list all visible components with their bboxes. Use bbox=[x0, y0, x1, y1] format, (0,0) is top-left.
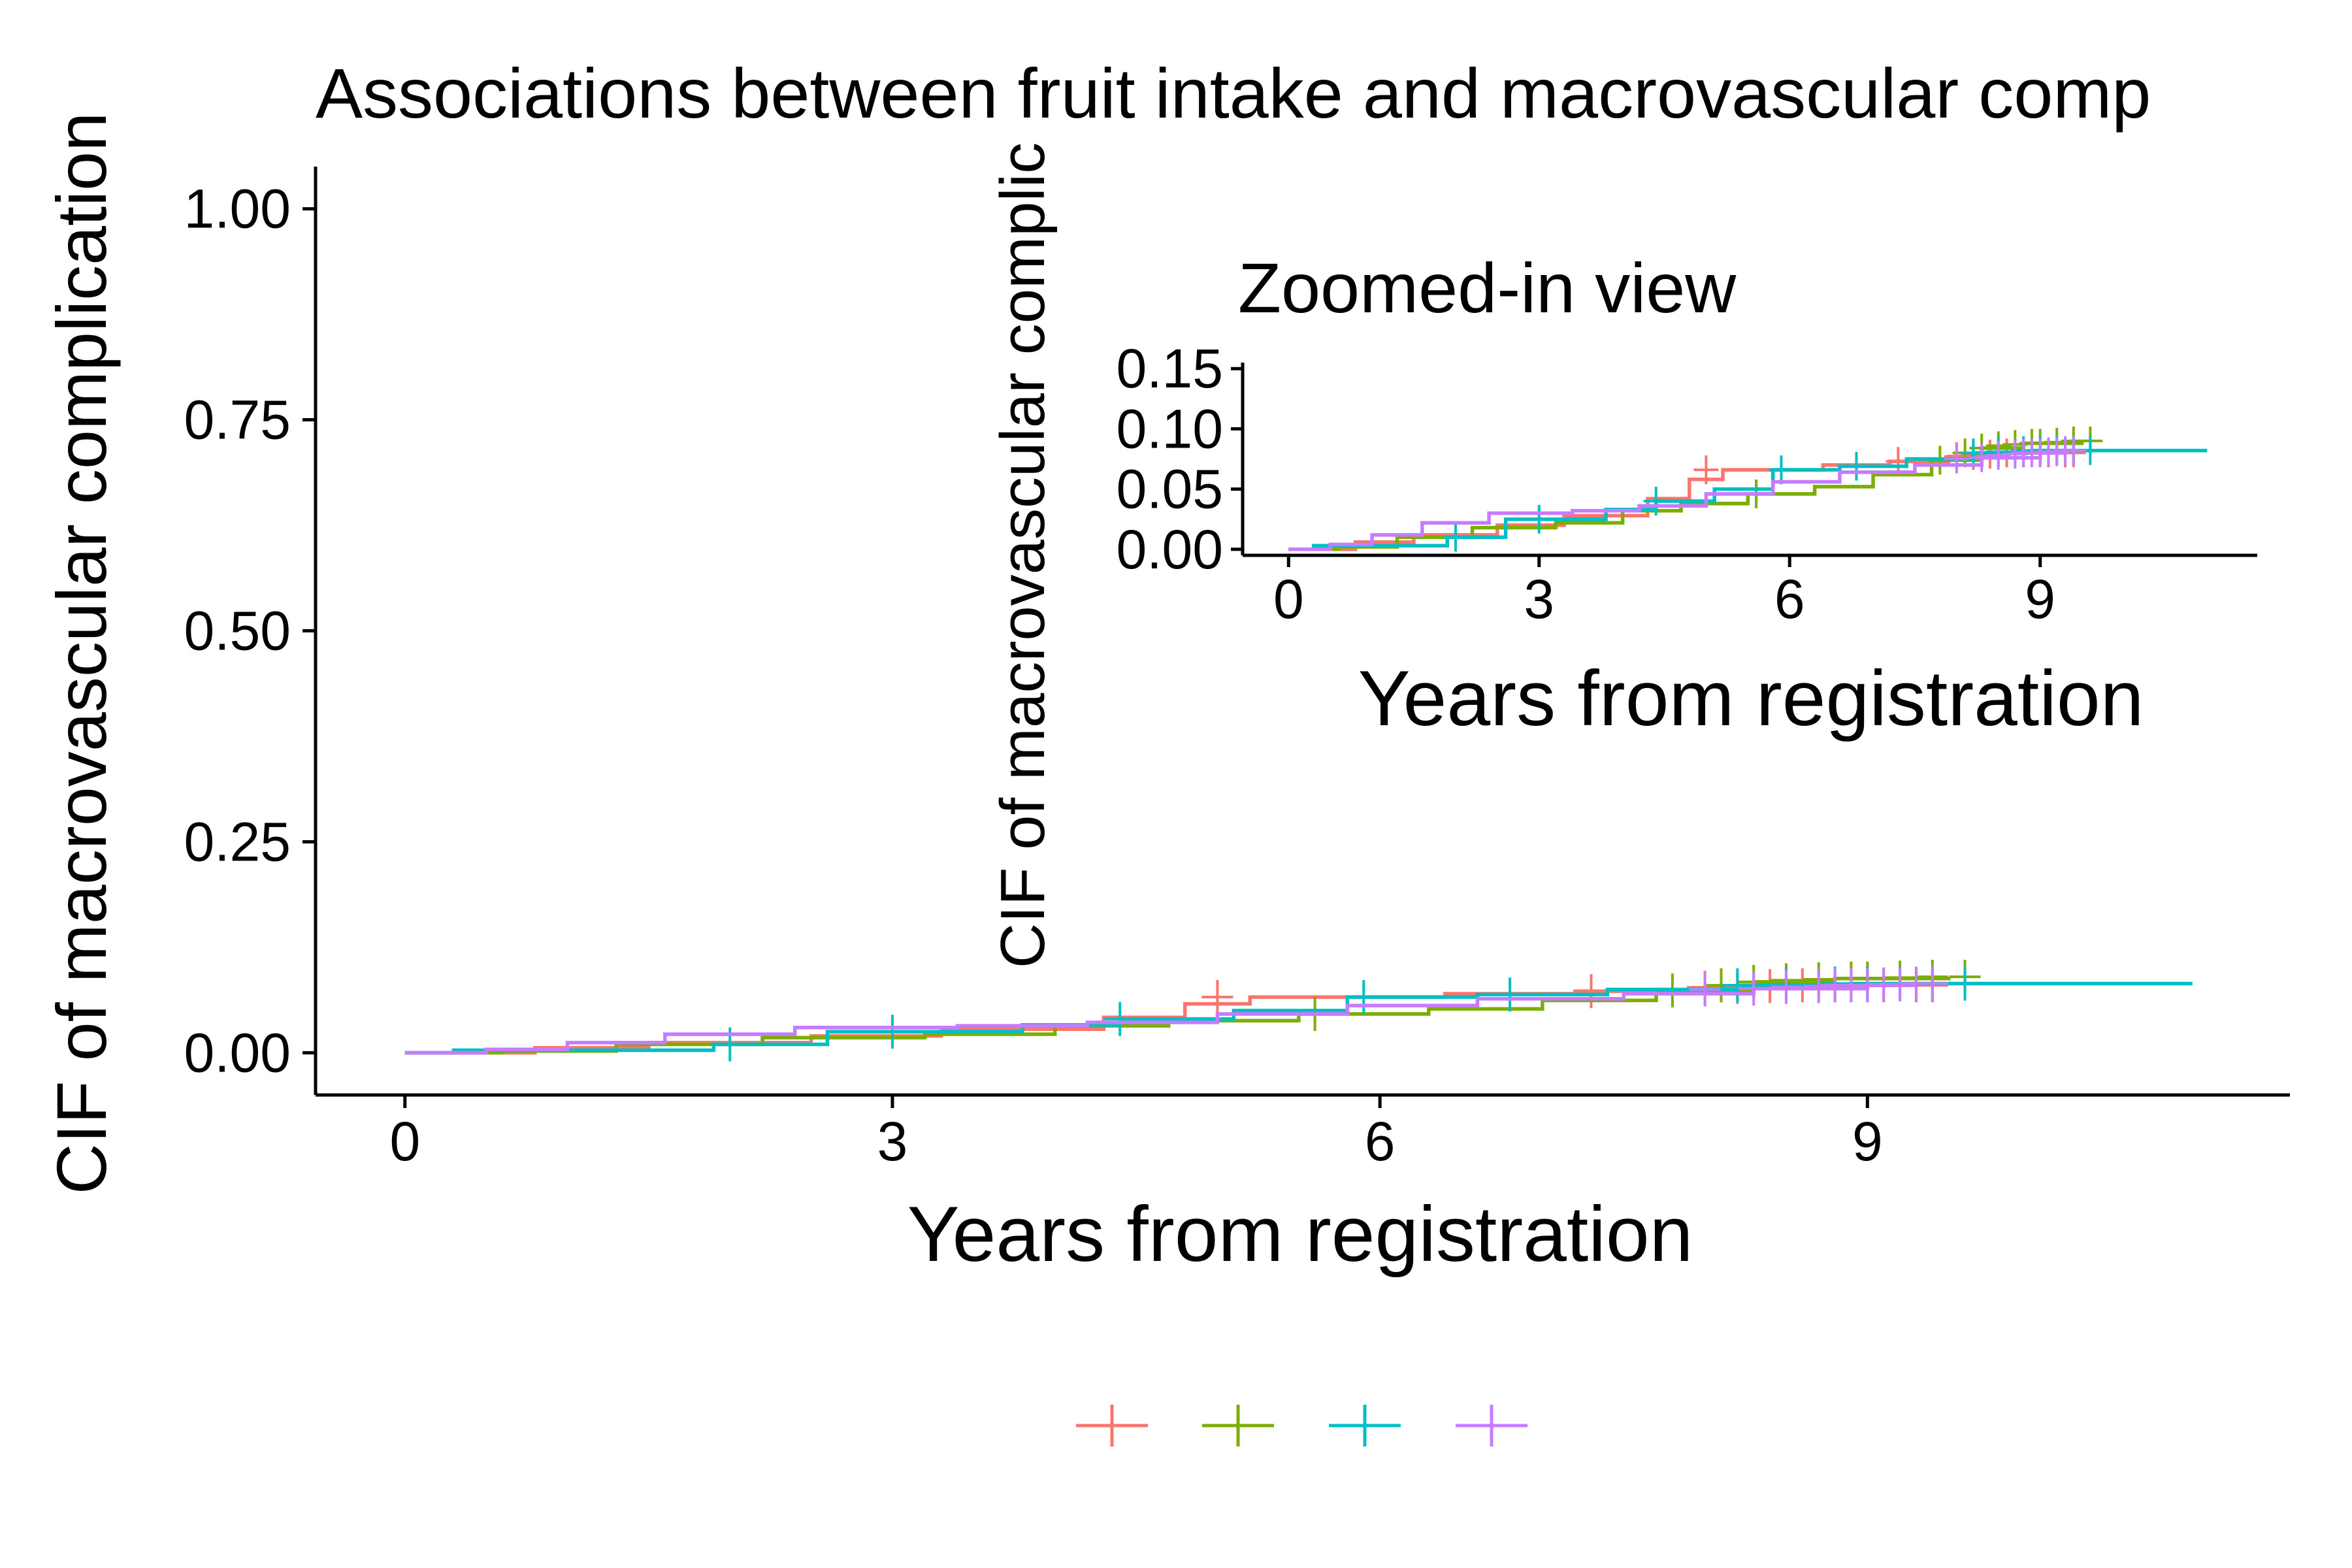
legend-key-1 bbox=[1076, 1405, 1148, 1446]
main-series-4-censor-mark bbox=[1689, 972, 1721, 1007]
inset-series-4-censor-mark bbox=[2061, 436, 2086, 465]
main-series-3-censor-mark bbox=[1104, 1002, 1136, 1036]
inset-series-3-censor-mark bbox=[1844, 451, 1869, 481]
main-x-tick-label: 6 bbox=[1365, 1111, 1396, 1172]
inset-ticks: 0.000.050.100.15 0 3 6 9 bbox=[1117, 338, 2056, 630]
main-series-3-censor-mark bbox=[876, 1015, 908, 1049]
inset-y-tick-label: 0.15 bbox=[1117, 338, 1224, 399]
inset-series-4-censor-mark bbox=[1944, 444, 1969, 474]
main-y-tick-label: 0.00 bbox=[184, 1022, 291, 1083]
inset-series-3-censor-mark bbox=[1526, 504, 1552, 534]
inset-axes bbox=[1241, 363, 2257, 557]
inset-series-3-censor-mark bbox=[1769, 455, 1794, 485]
main-y-axis-label: CIF of macrovascular complication bbox=[42, 112, 121, 1195]
main-series-3-censor-mark bbox=[1494, 977, 1526, 1012]
inset-x-tick-label: 0 bbox=[1273, 568, 1304, 630]
main-series-1-censor-mark bbox=[1201, 980, 1233, 1015]
inset-curves bbox=[1288, 426, 2208, 552]
inset-x-tick-label: 9 bbox=[2025, 568, 2055, 630]
inset-series-3-censor-mark bbox=[1643, 487, 1669, 516]
main-series-3-censor-mark bbox=[1722, 968, 1754, 1003]
main-x-axis-label: Years from registration bbox=[907, 1190, 1693, 1278]
main-y-tick-label: 0.50 bbox=[184, 600, 291, 662]
chart-title: Associations between fruit intake and ma… bbox=[316, 54, 2151, 133]
legend-key-4 bbox=[1456, 1405, 1527, 1446]
main-x-tick-label: 0 bbox=[389, 1111, 420, 1172]
inset-y-tick-label: 0.00 bbox=[1117, 519, 1224, 580]
inset-x-axis-label: Years from registration bbox=[1358, 655, 2144, 742]
inset-x-tick-label: 6 bbox=[1774, 568, 1805, 630]
inset-x-tick-label: 3 bbox=[1524, 568, 1554, 630]
main-x-tick-label: 9 bbox=[1852, 1111, 1883, 1172]
main-series-4-censor-mark bbox=[1738, 972, 1770, 1006]
main-series-4-censor-mark bbox=[1916, 966, 1948, 1001]
main-y-tick-label: 0.75 bbox=[184, 389, 291, 451]
inset-series-3-censor-mark bbox=[1443, 523, 1468, 552]
main-series-1-censor-mark bbox=[1575, 974, 1607, 1009]
legend-key-2 bbox=[1202, 1405, 1274, 1446]
main-x-tick-label: 3 bbox=[877, 1111, 908, 1172]
inset-series-4-censor-mark bbox=[1969, 443, 1995, 472]
main-panel: 0.00 0.25 0.50 0.75 1.00 0 3 6 9 bbox=[184, 167, 2290, 1172]
main-series-3-censor-mark bbox=[1348, 980, 1380, 1015]
main-series-4-censor-mark bbox=[1770, 970, 1802, 1004]
main-ticks: 0.00 0.25 0.50 0.75 1.00 0 3 6 9 bbox=[184, 178, 1883, 1172]
inset-series-1-censor-mark bbox=[1693, 455, 1719, 485]
inset-panel: Zoomed-in view CIF of macrovascular comp… bbox=[988, 142, 2257, 968]
legend-key-3 bbox=[1329, 1405, 1401, 1446]
main-curves bbox=[404, 960, 2193, 1062]
inset-y-axis-label: CIF of macrovascular complic bbox=[988, 142, 1058, 968]
main-y-tick-label: 1.00 bbox=[184, 178, 291, 240]
main-y-tick-label: 0.25 bbox=[184, 811, 291, 872]
legend bbox=[1076, 1405, 1527, 1446]
inset-title: Zoomed-in view bbox=[1238, 248, 1737, 327]
main-series-3-censor-mark bbox=[1949, 966, 1981, 1001]
inset-y-tick-label: 0.10 bbox=[1117, 398, 1224, 459]
inset-y-tick-label: 0.05 bbox=[1117, 459, 1224, 520]
